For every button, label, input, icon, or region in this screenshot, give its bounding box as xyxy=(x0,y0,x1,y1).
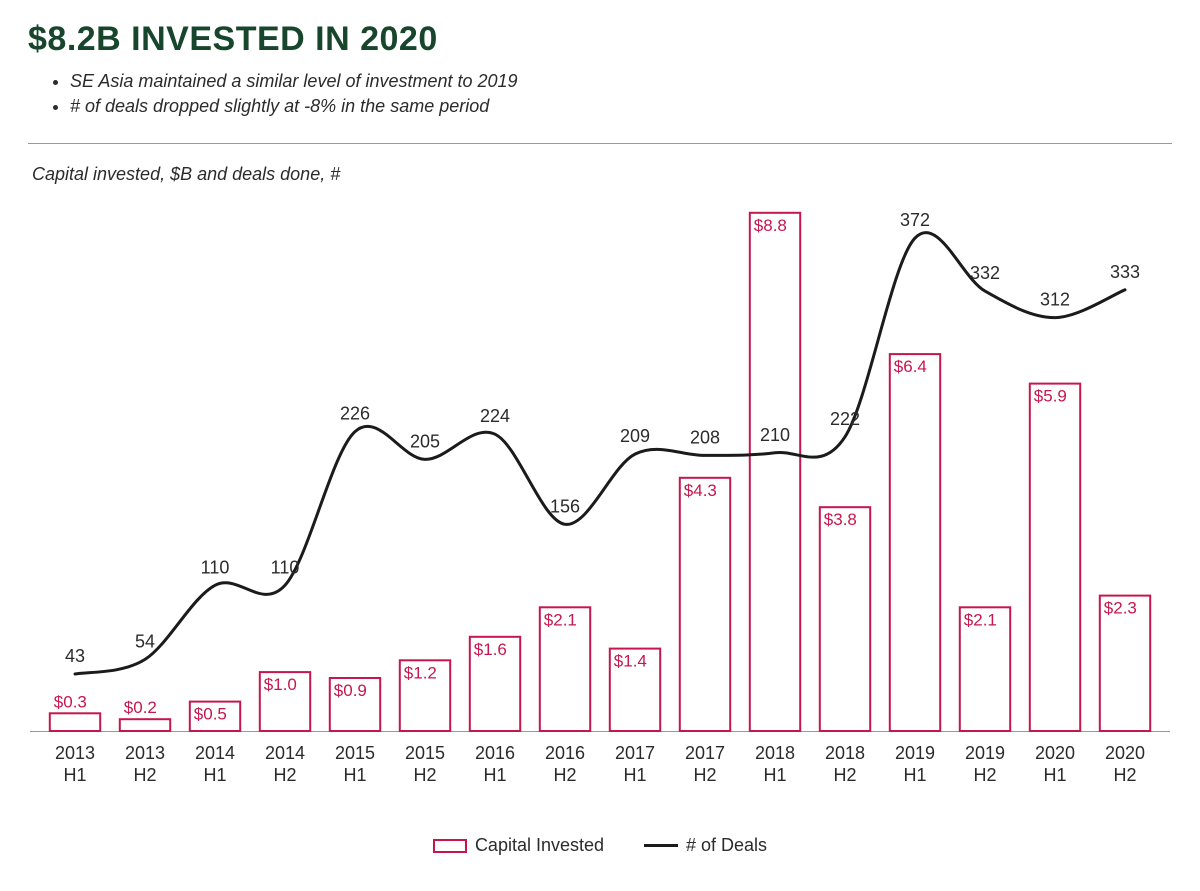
bar-value-label: $0.5 xyxy=(194,705,227,724)
line-value-label: 54 xyxy=(135,632,155,652)
bar-value-label: $6.4 xyxy=(894,357,927,376)
bar xyxy=(50,714,100,732)
xaxis-label-half: H2 xyxy=(553,765,576,785)
line-value-label: 208 xyxy=(690,428,720,448)
line-value-label: 333 xyxy=(1110,262,1140,282)
xaxis-label-year: 2013 xyxy=(125,743,165,763)
xaxis-label-half: H1 xyxy=(903,765,926,785)
xaxis-label-half: H2 xyxy=(833,765,856,785)
bar xyxy=(680,478,730,731)
xaxis-label-year: 2017 xyxy=(615,743,655,763)
page-title: $8.2B INVESTED IN 2020 xyxy=(28,20,1172,59)
bar-value-label: $2.1 xyxy=(964,611,997,630)
chart-subtitle: Capital invested, $B and deals done, # xyxy=(32,164,1172,185)
xaxis-label-year: 2014 xyxy=(195,743,235,763)
xaxis-label-half: H2 xyxy=(973,765,996,785)
line-value-label: 156 xyxy=(550,497,580,517)
legend-label: # of Deals xyxy=(686,835,767,856)
xaxis-label-year: 2020 xyxy=(1035,743,1075,763)
line-value-label: 110 xyxy=(201,558,230,578)
bar-value-label: $2.3 xyxy=(1104,599,1137,618)
line-value-label: 226 xyxy=(340,404,370,424)
legend-swatch-line xyxy=(644,844,678,847)
xaxis-label-year: 2016 xyxy=(475,743,515,763)
line-value-label: 224 xyxy=(480,407,510,427)
xaxis-label-half: H1 xyxy=(1043,765,1066,785)
xaxis-label-half: H1 xyxy=(623,765,646,785)
xaxis-label-half: H2 xyxy=(693,765,716,785)
line-value-label: 312 xyxy=(1040,290,1070,310)
line-value-label: 222 xyxy=(830,409,860,429)
bar xyxy=(1030,384,1080,731)
bar-value-label: $1.6 xyxy=(474,640,507,659)
bar-value-label: $0.9 xyxy=(334,681,367,700)
line-value-label: 372 xyxy=(900,210,930,230)
line-value-label: 209 xyxy=(620,426,650,446)
xaxis-label-half: H1 xyxy=(203,765,226,785)
chart-container: $0.3 $0.2 $0.5 $1.0 $0.9 $1.2 $1.6 $2.1 $1.4 $4.3… xyxy=(30,191,1170,831)
bar-value-label: $2.1 xyxy=(544,611,577,630)
xaxis-label-half: H1 xyxy=(483,765,506,785)
xaxis-label-year: 2017 xyxy=(685,743,725,763)
xaxis-label-half: H2 xyxy=(413,765,436,785)
divider xyxy=(28,143,1172,144)
line-value-label: 43 xyxy=(65,646,85,666)
xaxis-label-half: H2 xyxy=(133,765,156,785)
header-bullets: SE Asia maintained a similar level of in… xyxy=(28,69,1172,119)
xaxis-label-year: 2018 xyxy=(825,743,865,763)
bar-value-label: $5.9 xyxy=(1034,387,1067,406)
xaxis-label-half: H1 xyxy=(343,765,366,785)
xaxis-label-year: 2019 xyxy=(895,743,935,763)
legend-swatch-bar xyxy=(433,839,467,853)
xaxis-label-year: 2015 xyxy=(335,743,375,763)
bar xyxy=(750,213,800,731)
bar-value-label: $1.2 xyxy=(404,664,437,683)
xaxis-label-half: H2 xyxy=(273,765,296,785)
bar-value-label: $1.0 xyxy=(264,675,297,694)
legend-label: Capital Invested xyxy=(475,835,604,856)
xaxis-label-year: 2016 xyxy=(545,743,585,763)
xaxis-label-half: H2 xyxy=(1113,765,1136,785)
header-bullet: # of deals dropped slightly at -8% in th… xyxy=(70,94,1172,119)
bar xyxy=(120,720,170,732)
bar-value-label: $0.2 xyxy=(124,699,157,718)
xaxis-label-half: H1 xyxy=(63,765,86,785)
line-value-label: 210 xyxy=(760,425,790,445)
bar-value-label: $1.4 xyxy=(614,652,647,671)
legend-item-bar: Capital Invested xyxy=(433,835,604,856)
bar-value-label: $3.8 xyxy=(824,511,857,530)
header-bullet: SE Asia maintained a similar level of in… xyxy=(70,69,1172,94)
bar-value-label: $0.3 xyxy=(54,693,87,712)
line-value-label: 205 xyxy=(410,432,440,452)
chart-svg: $0.3 $0.2 $0.5 $1.0 $0.9 $1.2 $1.6 $2.1 $1.4 $4.3… xyxy=(30,191,1170,831)
xaxis-label-year: 2013 xyxy=(55,743,95,763)
bar-value-label: $4.3 xyxy=(684,481,717,500)
xaxis-label-year: 2019 xyxy=(965,743,1005,763)
xaxis-label-half: H1 xyxy=(763,765,786,785)
legend: Capital Invested # of Deals xyxy=(28,835,1172,856)
bar-value-label: $8.8 xyxy=(754,216,787,235)
xaxis-label-year: 2018 xyxy=(755,743,795,763)
line-value-label: 110 xyxy=(271,558,300,578)
line-value-label: 332 xyxy=(970,263,1000,283)
bar xyxy=(820,508,870,732)
bar xyxy=(890,354,940,731)
xaxis-label-year: 2015 xyxy=(405,743,445,763)
legend-item-line: # of Deals xyxy=(644,835,767,856)
xaxis-label-year: 2014 xyxy=(265,743,305,763)
xaxis-label-year: 2020 xyxy=(1105,743,1145,763)
